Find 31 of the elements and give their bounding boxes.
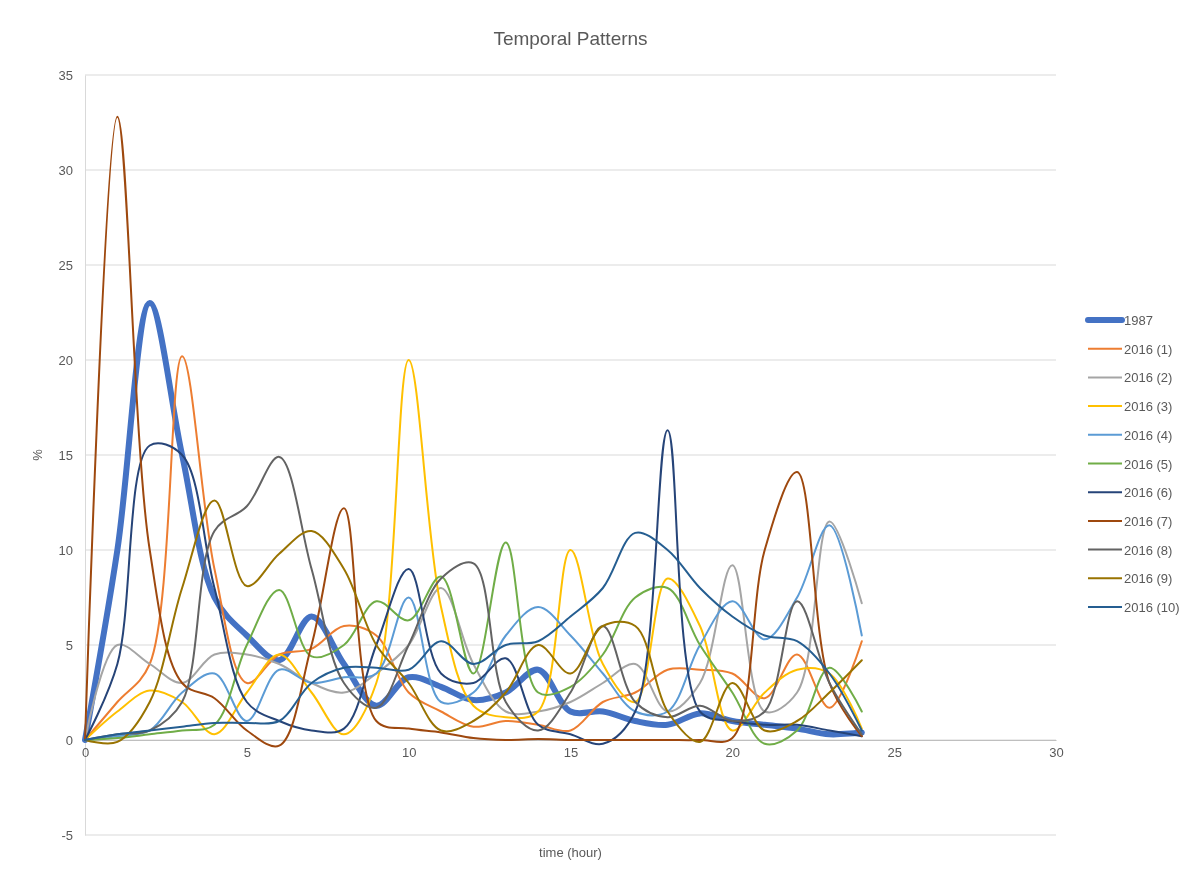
legend-label: 2016 (2): [1124, 370, 1173, 386]
y-tick-label: 15: [58, 447, 73, 463]
x-axis-title: time (hour): [539, 845, 602, 860]
x-tick-label: 10: [401, 745, 417, 761]
y-tick-label: 20: [58, 352, 73, 368]
legend-label: 2016 (7): [1124, 513, 1173, 529]
y-axis-title: %: [30, 448, 45, 461]
y-tick-label: 35: [58, 67, 73, 83]
x-tick-label: 30: [1049, 745, 1064, 761]
y-tick-label: 5: [65, 637, 73, 653]
x-tick-label: 25: [887, 745, 902, 761]
y-tick-label: 0: [65, 732, 73, 748]
y-tick-label: 10: [58, 542, 73, 558]
legend-label: 2016 (9): [1124, 571, 1173, 587]
x-tick-label: 0: [81, 745, 90, 761]
line-series: [84, 115, 863, 747]
legend-label: 2016 (3): [1124, 399, 1173, 415]
x-tick-label: 5: [243, 745, 251, 761]
x-tick-label: 15: [563, 745, 579, 761]
legend-label: 2016 (5): [1124, 456, 1173, 472]
y-tick-label: 30: [58, 162, 73, 178]
legend-label: 1987: [1124, 313, 1153, 328]
chart-title: Temporal Patterns: [493, 28, 648, 49]
x-tick-label: 20: [725, 745, 741, 761]
legend-label: 2016 (6): [1124, 485, 1173, 501]
legend-label: 2016 (4): [1124, 427, 1173, 443]
legend-label: 2016 (8): [1124, 542, 1173, 558]
legend-label: 2016 (1): [1124, 341, 1173, 357]
legend-label: 2016 (10): [1124, 600, 1180, 615]
y-tick-label: 25: [58, 257, 73, 273]
y-tick-label: -5: [61, 827, 73, 843]
